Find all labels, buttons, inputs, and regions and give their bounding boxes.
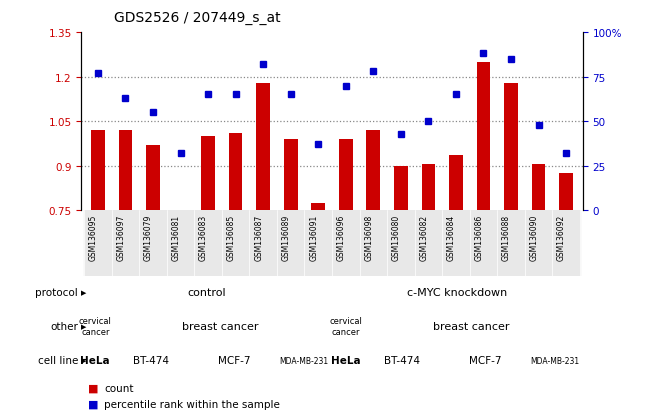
Bar	[84, 211, 112, 277]
Text: HeLa: HeLa	[331, 355, 361, 366]
Bar	[91, 131, 105, 211]
Text: ▶: ▶	[81, 357, 86, 363]
Bar	[339, 140, 353, 211]
Text: ▶: ▶	[81, 289, 86, 295]
Bar	[222, 211, 249, 277]
Text: MDA-MB-231: MDA-MB-231	[279, 356, 329, 365]
Text: cervical
cancer: cervical cancer	[79, 317, 112, 336]
Bar	[249, 211, 277, 277]
Text: MCF-7: MCF-7	[218, 355, 251, 366]
Bar	[552, 211, 580, 277]
Bar	[359, 211, 387, 277]
Text: GSM136084: GSM136084	[447, 214, 456, 260]
Bar	[112, 211, 139, 277]
Bar	[525, 211, 552, 277]
Bar	[194, 211, 222, 277]
Bar	[497, 211, 525, 277]
Bar	[146, 145, 160, 211]
Text: GSM136090: GSM136090	[529, 214, 538, 260]
Text: percentile rank within the sample: percentile rank within the sample	[104, 399, 280, 409]
Text: GSM136089: GSM136089	[282, 214, 291, 260]
Text: GSM136083: GSM136083	[199, 214, 208, 260]
Bar	[139, 211, 167, 277]
Text: MDA-MB-231: MDA-MB-231	[530, 356, 579, 365]
Text: ■: ■	[88, 399, 98, 409]
Text: GSM136091: GSM136091	[309, 214, 318, 260]
Text: GSM136081: GSM136081	[171, 214, 180, 260]
Text: GSM136097: GSM136097	[117, 214, 126, 260]
Bar	[504, 83, 518, 211]
Bar	[277, 211, 305, 277]
Bar	[477, 63, 490, 211]
Text: BT-474: BT-474	[383, 355, 420, 366]
Text: c-MYC knockdown: c-MYC knockdown	[408, 287, 507, 297]
Bar	[449, 156, 463, 211]
Bar	[174, 210, 187, 211]
Bar	[367, 131, 380, 211]
Text: GSM136085: GSM136085	[227, 214, 236, 260]
Text: HeLa: HeLa	[81, 355, 110, 366]
Bar	[442, 211, 470, 277]
Bar	[305, 211, 332, 277]
Text: other: other	[50, 321, 78, 331]
Bar	[284, 140, 298, 211]
Bar	[470, 211, 497, 277]
Text: GSM136079: GSM136079	[144, 214, 153, 260]
Bar	[229, 134, 242, 211]
Text: ▶: ▶	[81, 323, 86, 329]
Text: GDS2526 / 207449_s_at: GDS2526 / 207449_s_at	[114, 11, 281, 25]
Bar	[201, 137, 215, 211]
Bar	[332, 211, 359, 277]
Text: breast cancer: breast cancer	[182, 321, 259, 331]
Bar	[256, 83, 270, 211]
Bar	[415, 211, 442, 277]
Bar	[167, 211, 194, 277]
Bar	[394, 166, 408, 211]
Bar	[387, 211, 415, 277]
Text: GSM136080: GSM136080	[392, 214, 401, 260]
Text: control: control	[187, 287, 226, 297]
Text: breast cancer: breast cancer	[433, 321, 510, 331]
Text: GSM136087: GSM136087	[254, 214, 263, 260]
Text: GSM136098: GSM136098	[365, 214, 373, 260]
Text: GSM136092: GSM136092	[557, 214, 566, 260]
Bar	[311, 203, 325, 211]
Text: GSM136086: GSM136086	[475, 214, 484, 260]
Text: ■: ■	[88, 383, 98, 393]
Text: MCF-7: MCF-7	[469, 355, 501, 366]
Text: cervical
cancer: cervical cancer	[329, 317, 363, 336]
Text: GSM136095: GSM136095	[89, 214, 98, 260]
Text: GSM136096: GSM136096	[337, 214, 346, 260]
Text: BT-474: BT-474	[133, 355, 169, 366]
Bar	[559, 173, 573, 211]
Text: GSM136088: GSM136088	[502, 214, 511, 260]
Text: GSM136082: GSM136082	[419, 214, 428, 260]
Text: count: count	[104, 383, 133, 393]
Bar	[118, 131, 132, 211]
Bar	[532, 165, 546, 211]
Bar	[421, 165, 436, 211]
Text: cell line: cell line	[38, 355, 78, 366]
Text: protocol: protocol	[35, 287, 78, 297]
